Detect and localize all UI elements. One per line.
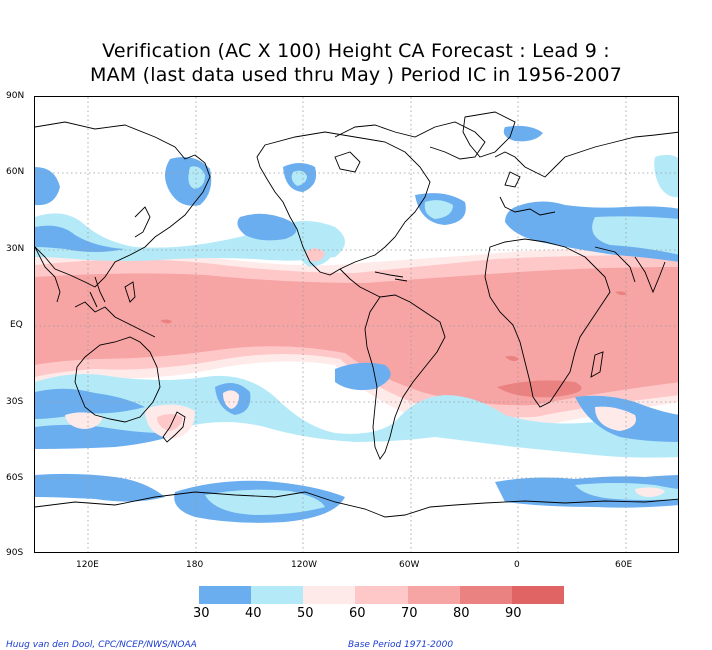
lon-label-120e: 120E [76,560,99,570]
footer-credit: Huug van den Dool, CPC/NCEP/NWS/NOAA [6,640,197,650]
legend-tick-70: 70 [401,606,418,621]
legend-tick-80: 80 [453,606,470,621]
legend-swatch-2 [303,586,356,604]
lat-label-30s: 30S [6,397,24,407]
map-title-line-1: Verification (AC X 100) Height CA Foreca… [102,40,610,62]
lon-label-0: 0 [514,560,520,570]
legend-tick-90: 90 [505,606,522,621]
legend-tick-60: 60 [349,606,366,621]
legend-tick-30: 30 [193,606,210,621]
legend-tick-40: 40 [245,606,262,621]
lat-label-eq: EQ [10,320,23,330]
lat-label-60n: 60N [6,167,25,177]
lat-label-90n: 90N [6,91,25,101]
map-svg [35,97,678,552]
legend-swatch-3 [355,586,408,604]
lon-label-60w: 60W [399,560,420,570]
lat-label-30n: 30N [6,244,25,254]
map-panel [34,96,679,553]
footer-base-period: Base Period 1971-2000 [348,640,454,650]
legend-tick-50: 50 [297,606,314,621]
legend-swatch-1 [251,586,304,604]
lon-label-120w: 120W [291,560,318,570]
coastlines [35,111,678,518]
lon-label-180: 180 [186,560,204,570]
map-title-line-2: MAM (last data used thru May ) Period IC… [90,64,622,86]
legend-swatch-5 [459,586,512,604]
lat-label-60s: 60S [6,473,24,483]
legend-swatch-4 [407,586,460,604]
color-legend [199,586,564,604]
lat-label-90s: 90S [6,548,24,558]
lon-label-60e: 60E [615,560,633,570]
legend-swatch-6 [511,586,564,604]
legend-swatch-0 [199,586,252,604]
